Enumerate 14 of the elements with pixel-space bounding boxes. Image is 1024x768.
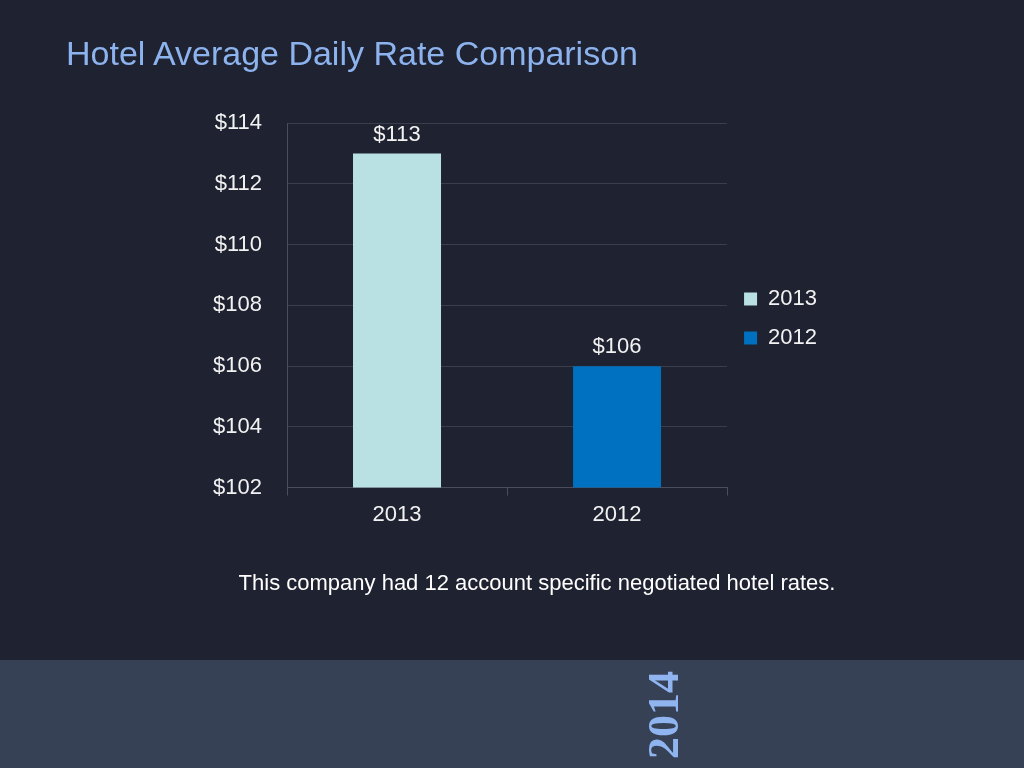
y-tick-label: $106	[213, 352, 262, 378]
y-tick-label: $114	[214, 109, 262, 135]
data-label: $106	[592, 333, 642, 359]
text: This company had 12 account specific negotiated hotel rates.	[237, 570, 837, 596]
y-tick-label: $104	[213, 412, 262, 438]
y-tick-label: $110	[214, 230, 262, 256]
data-label: $113	[373, 120, 421, 146]
y-tick-label: $102	[213, 473, 262, 499]
y-tick-label: $108	[213, 291, 262, 317]
chart-title: Hotel Average Daily Rate Comparison	[66, 34, 638, 73]
legend-label: 2012	[768, 324, 818, 350]
y-tick-label: $112	[214, 170, 262, 195]
legend-label: 2013	[768, 285, 818, 311]
text: 2014	[637, 671, 689, 759]
